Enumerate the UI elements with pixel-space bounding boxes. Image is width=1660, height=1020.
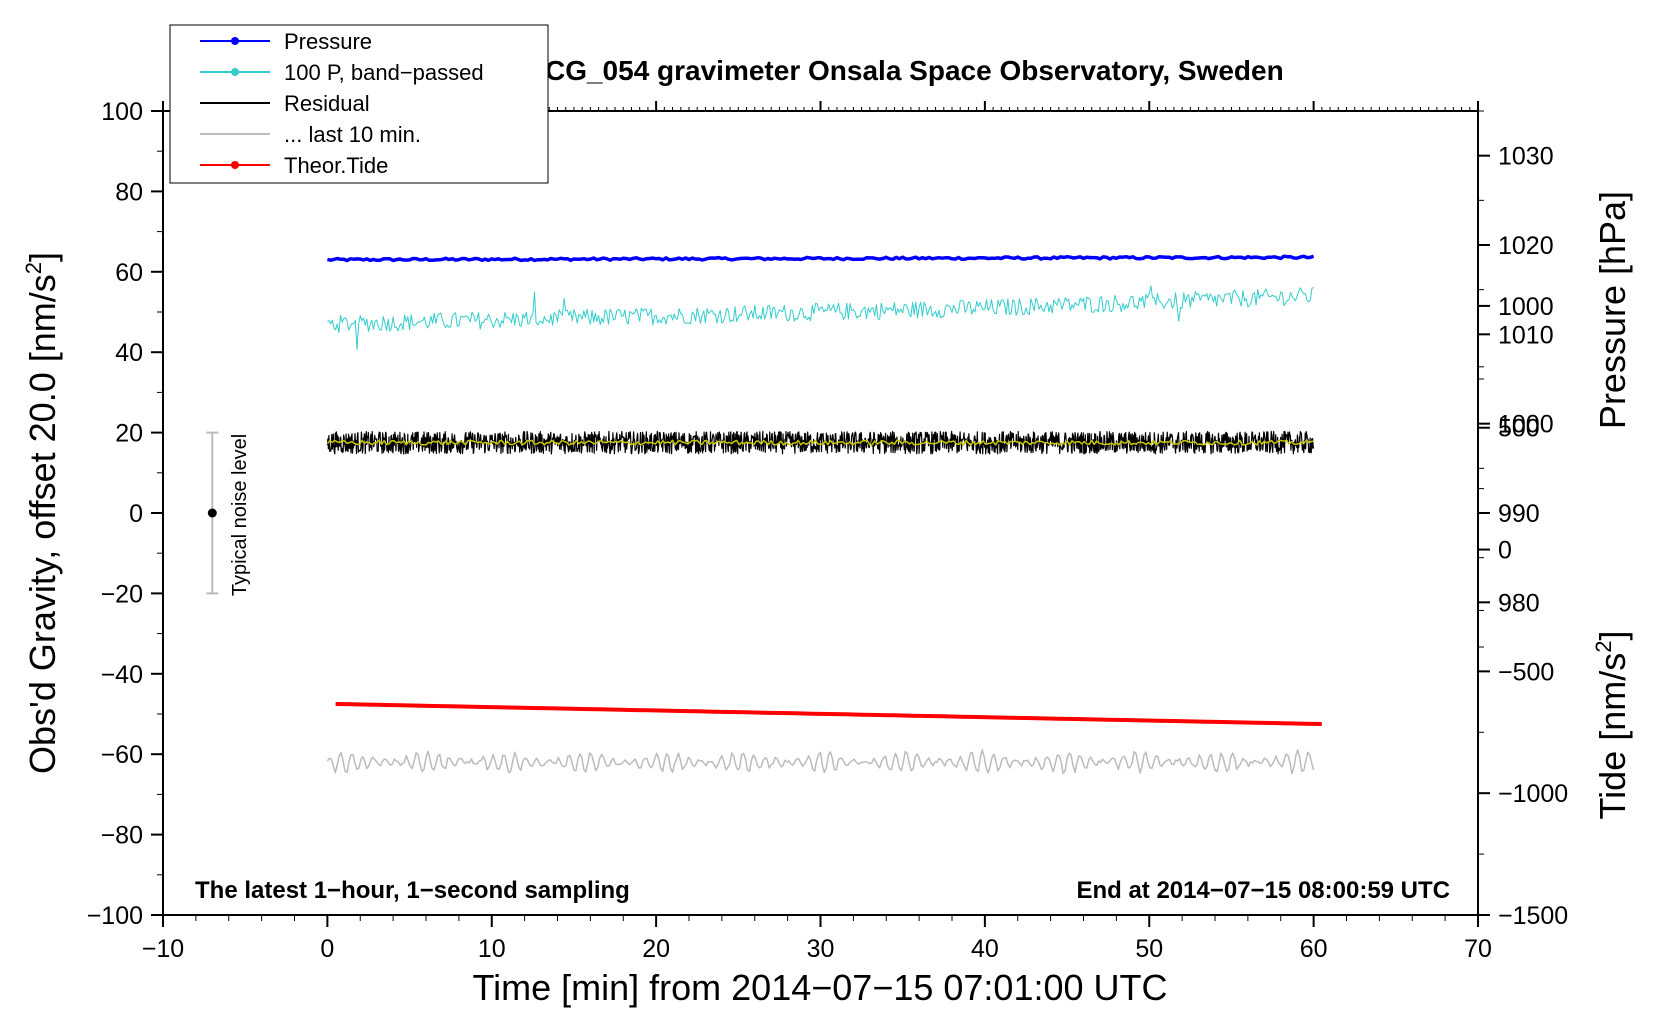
legend-label: Pressure xyxy=(284,29,372,54)
x-tick-label: 50 xyxy=(1135,935,1163,963)
x-tick-label: 40 xyxy=(971,935,999,963)
legend-label: ... last 10 min. xyxy=(284,122,421,147)
x-tick-label: 70 xyxy=(1464,935,1492,963)
y-axis-title-sup: 2 xyxy=(21,262,46,274)
chart-title: SCG_054 gravimeter Onsala Space Observat… xyxy=(526,55,1283,86)
y-tick-label: 40 xyxy=(115,339,143,367)
y-axis-title-main: Obs'd Gravity, offset 20.0 [nm/s xyxy=(22,274,63,774)
x-tick-label: 0 xyxy=(320,935,334,963)
tide-axis-title-sup: 2 xyxy=(1591,641,1616,653)
tide-axis-title: Tide [nm/s2] xyxy=(1591,631,1633,820)
x-tick-label: −10 xyxy=(142,935,184,963)
pressure-tick-label: 1000 xyxy=(1498,411,1554,439)
tide-tick-label: 1000 xyxy=(1498,293,1554,321)
series-theor-tide xyxy=(335,702,1322,726)
y-tick-label: −40 xyxy=(101,661,143,689)
pressure-tick-label: 1010 xyxy=(1498,321,1554,349)
x-axis-title: Time [min] from 2014−07−15 07:01:00 UTC xyxy=(472,967,1167,1008)
pressure-tick-label: 1030 xyxy=(1498,143,1554,171)
plot-frame xyxy=(162,110,1479,916)
noise-bar-point xyxy=(207,508,217,518)
tide-axis-title-main: Tide [nm/s xyxy=(1592,653,1633,820)
y-axis-title-close: ] xyxy=(22,252,63,262)
series-100-p-band-passed xyxy=(327,285,1314,351)
sampling-annotation: The latest 1−hour, 1−second sampling xyxy=(195,877,630,904)
legend-label: Theor.Tide xyxy=(284,153,388,178)
legend-marker xyxy=(231,161,239,169)
y-tick-label: −60 xyxy=(101,741,143,769)
y-tick-label: 100 xyxy=(101,98,143,126)
x-axis: −10 0 10 20 30 40 50 60 70 xyxy=(142,101,1492,963)
y-tick-label: 80 xyxy=(115,178,143,206)
y-axis-title: Obs'd Gravity, offset 20.0 [nm/s2] xyxy=(21,252,63,774)
x-tick-label: 20 xyxy=(642,935,670,963)
x-tick-label: 10 xyxy=(478,935,506,963)
tide-tick-label: −1000 xyxy=(1498,780,1568,808)
y-tick-label: −100 xyxy=(87,902,143,930)
series-pressure xyxy=(326,254,1315,263)
end-time-annotation: End at 2014−07−15 08:00:59 UTC xyxy=(1076,877,1450,904)
y-tick-label: −80 xyxy=(101,822,143,850)
series-layer xyxy=(326,254,1322,775)
noise-level-bar xyxy=(206,431,219,595)
tide-tick-label: −1500 xyxy=(1498,902,1568,930)
plot-area xyxy=(162,110,1479,916)
tide-tick-label: 0 xyxy=(1498,537,1512,565)
y-tick-label: 60 xyxy=(115,259,143,287)
pressure-tick-label: 990 xyxy=(1498,500,1540,528)
legend-marker xyxy=(231,37,239,45)
pressure-tick-label: 980 xyxy=(1498,589,1540,617)
series-residual xyxy=(326,430,1315,455)
y-axis-left: −100 −80 −60 −40 −20 0 20 40 60 80 100 xyxy=(87,98,163,930)
tide-axis-title-close: ] xyxy=(1592,631,1633,641)
noise-level-label: Typical noise level xyxy=(229,434,251,596)
x-tick-label: 60 xyxy=(1300,935,1328,963)
legend-marker xyxy=(231,68,239,76)
x-tick-label: 30 xyxy=(807,935,835,963)
pressure-tick-label: 1020 xyxy=(1498,232,1554,260)
y-tick-label: 0 xyxy=(129,500,143,528)
tide-tick-label: −500 xyxy=(1498,658,1554,686)
legend-label: 100 P, band−passed xyxy=(284,60,484,85)
pressure-axis-title: Pressure [hPa] xyxy=(1592,191,1633,429)
legend-label: Residual xyxy=(284,91,370,116)
y-tick-label: 20 xyxy=(115,420,143,448)
legend: Pressure 100 P, band−passed Residual ... la… xyxy=(169,24,549,184)
y-tick-label: −20 xyxy=(101,580,143,608)
series-last-10-min xyxy=(326,749,1315,775)
tide-tick-label: 500 xyxy=(1498,415,1540,443)
series-residual-smoothed xyxy=(326,439,1314,446)
